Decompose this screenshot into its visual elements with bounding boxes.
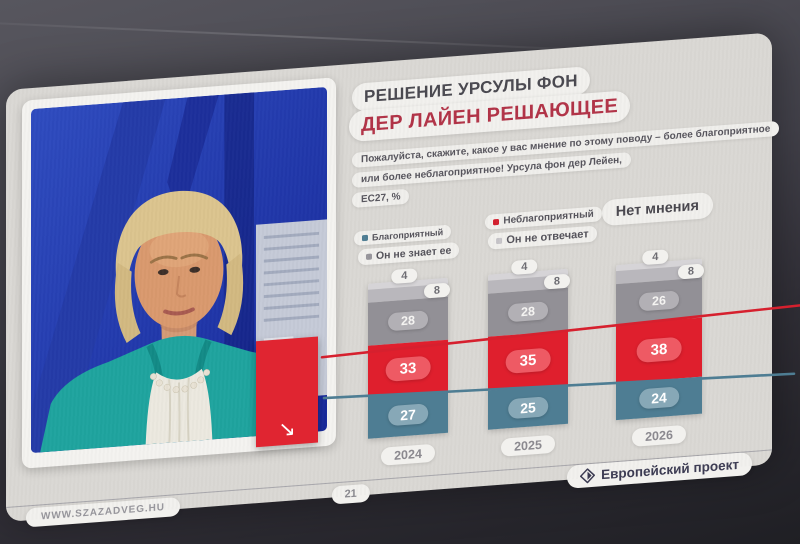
legend-label: Он не знает ее — [376, 244, 452, 263]
bar-stack: 4 8 28 33 27 — [368, 268, 450, 439]
value-label: 28 — [388, 310, 428, 332]
slide-content: РЕШЕНИЕ УРСУЛЫ ФОН ДЕР ЛАЙЕН РЕШАЮЩЕЕ По… — [320, 45, 800, 481]
stacked-bar-chart: 4 8 28 33 27 2024 4 8 28 35 25 2025 4 8 26 38 24 2026 — [320, 242, 800, 481]
legend-label: Он не отвечает — [506, 228, 589, 247]
brand-logo-icon — [580, 467, 596, 484]
legend-item-no-opinion: Нет мнения — [601, 191, 713, 227]
value-label: 35 — [505, 347, 551, 375]
bar-column: 4 8 28 35 25 2025 — [488, 257, 570, 458]
ursula-portrait-photo — [31, 86, 327, 454]
legend-group-2: Неблагоприятный Он не отвечает — [485, 206, 602, 261]
legend-label: Неблагоприятный — [503, 208, 594, 227]
portrait-frame — [22, 77, 336, 469]
bar-segment: 24 — [616, 376, 702, 421]
slide-footer: WWW.SZAZADVEG.HU 21 Европейский проект — [6, 449, 772, 531]
value-label: 33 — [385, 355, 431, 382]
portrait-illustration — [31, 86, 327, 454]
brand-name: Европейский проект — [601, 456, 739, 483]
legend-marker-doesnt-know — [366, 253, 372, 260]
legend-group-1: Благоприятный Он не знает ее — [354, 224, 460, 271]
value-label: 38 — [636, 337, 682, 364]
flag-fold — [167, 89, 221, 221]
year-label: 2026 — [632, 424, 686, 447]
year-label: 2024 — [381, 443, 435, 466]
bar-segment: 25 — [488, 384, 568, 430]
bar-column: 4 8 26 38 24 2026 — [616, 247, 704, 448]
decline-badge: ↘ — [256, 336, 318, 448]
legend-marker-unfavorable — [493, 218, 500, 225]
flag-fold — [31, 93, 168, 454]
person — [38, 190, 318, 454]
value-label: 4 — [511, 259, 538, 276]
bar-stack: 4 8 28 35 25 — [488, 259, 570, 430]
legend-marker-favorable — [362, 234, 368, 242]
bar-segment: 27 — [368, 390, 448, 439]
value-label: 26 — [639, 290, 679, 312]
legend-item-doesnt-know: Он не знает ее — [358, 241, 460, 266]
bar-segment: 28 — [488, 287, 568, 337]
bar-segment: 35 — [488, 330, 568, 391]
legend-item-no-answer: Он не отвечает — [488, 225, 597, 250]
page-number: 21 — [331, 483, 370, 505]
value-label: 24 — [639, 386, 679, 410]
brand-badge: Европейский проект — [567, 451, 752, 489]
value-label: 4 — [642, 249, 669, 266]
decline-arrow-icon: ↘ — [278, 417, 296, 442]
screen-glare — [0, 21, 630, 53]
bar-segment: 38 — [616, 317, 702, 383]
legend-label: Благоприятный — [372, 227, 444, 243]
year-label: 2025 — [501, 434, 555, 457]
value-label: 28 — [508, 301, 548, 323]
bars: 4 8 28 33 27 2024 4 8 28 35 25 2025 4 8 26 38 24 2026 — [352, 242, 758, 467]
subtitle-line3: ЕС27, % — [352, 188, 410, 208]
bar-segment: 26 — [616, 277, 702, 325]
bar-stack: 4 8 26 38 24 — [616, 249, 704, 421]
slide-main: РЕШЕНИЕ УРСУЛЫ ФОН ДЕР ЛАЙЕН РЕШАЮЩЕЕ По… — [6, 32, 800, 507]
bar-segment: 28 — [368, 296, 448, 346]
legend-label: Нет мнения — [615, 197, 699, 221]
value-label: 25 — [508, 395, 548, 419]
hair — [115, 190, 243, 333]
value-label: 27 — [388, 403, 428, 427]
legend-marker-no-answer — [496, 237, 503, 245]
bar-segment: 33 — [368, 339, 448, 397]
pearl-necklace — [149, 369, 211, 394]
value-label: 4 — [391, 268, 418, 285]
presentation-slide: РЕШЕНИЕ УРСУЛЫ ФОН ДЕР ЛАЙЕН РЕШАЮЩЕЕ По… — [6, 32, 800, 531]
legend-group-3: Нет мнения — [601, 191, 713, 252]
bar-column: 4 8 28 33 27 2024 — [368, 266, 450, 467]
